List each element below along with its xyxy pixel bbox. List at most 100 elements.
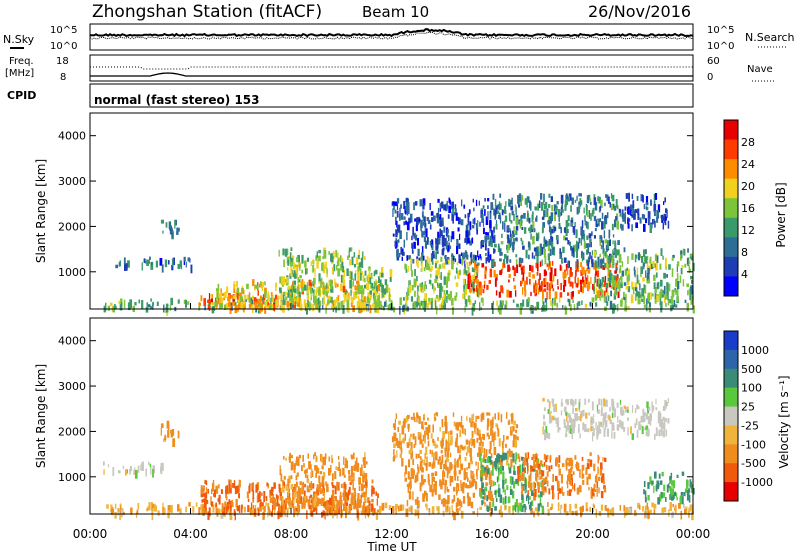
heatmap-cell <box>466 467 468 471</box>
heatmap-cell <box>459 429 462 438</box>
heatmap-cell <box>684 263 687 268</box>
heatmap-cell <box>496 210 500 215</box>
heatmap-cell <box>600 199 603 208</box>
heatmap-cell <box>289 252 292 260</box>
heatmap-cell <box>510 450 513 458</box>
heatmap-cell <box>300 497 303 504</box>
heatmap-cell <box>552 492 555 499</box>
heatmap-cell <box>198 507 201 515</box>
heatmap-cell <box>316 487 318 497</box>
heatmap-cell <box>531 214 533 223</box>
heatmap-cell <box>160 220 164 224</box>
heatmap-cell <box>202 498 206 503</box>
heatmap-cell <box>380 304 383 310</box>
heatmap-cell <box>660 248 663 256</box>
heatmap-cell <box>463 445 467 450</box>
heatmap-cell <box>425 261 429 270</box>
heatmap-cell <box>202 493 206 497</box>
heatmap-cell <box>426 303 429 310</box>
heatmap-cell <box>314 268 316 277</box>
heatmap-cell <box>273 505 275 510</box>
heatmap-cell <box>470 438 472 445</box>
heatmap-cell <box>149 463 151 468</box>
heatmap-cell <box>456 238 459 247</box>
heatmap-cell <box>141 262 143 271</box>
heatmap-cell <box>129 468 131 475</box>
heatmap-cell <box>436 216 440 224</box>
heatmap-cell <box>309 288 312 294</box>
heatmap-cell <box>504 220 506 225</box>
heatmap-cell <box>561 201 564 208</box>
heatmap-cell <box>645 249 647 255</box>
heatmap-cell <box>689 292 692 301</box>
heatmap-cell <box>585 259 589 264</box>
heatmap-cell <box>570 398 573 406</box>
heatmap-cell <box>499 465 502 475</box>
heatmap-cell <box>691 295 694 300</box>
heatmap-cell <box>435 251 437 260</box>
heatmap-cell <box>513 285 517 290</box>
heatmap-cell <box>585 279 587 284</box>
velocity-colorbar-label: Velocity [m s⁻¹] <box>777 375 791 468</box>
heatmap-cell <box>421 479 423 487</box>
heatmap-cell <box>298 495 301 504</box>
heatmap-cell <box>368 298 371 303</box>
heatmap-cell <box>134 467 136 474</box>
heatmap-cell <box>200 295 203 302</box>
heatmap-cell <box>422 434 425 442</box>
heatmap-cell <box>432 452 436 457</box>
heatmap-cell <box>511 490 515 499</box>
heatmap-cell <box>593 286 595 294</box>
heatmap-cell <box>645 206 648 210</box>
heatmap-cell <box>578 402 580 410</box>
heatmap-cell <box>305 268 308 274</box>
heatmap-cell <box>562 276 565 285</box>
heatmap-cell <box>536 459 538 468</box>
heatmap-cell <box>354 273 357 281</box>
heatmap-cell <box>216 300 219 307</box>
heatmap-cell <box>151 262 153 266</box>
heatmap-cell <box>563 419 566 424</box>
heatmap-cell <box>684 488 687 493</box>
heatmap-cell <box>614 270 617 274</box>
heatmap-cell <box>574 222 576 228</box>
heatmap-cell <box>627 306 630 310</box>
heatmap-cell <box>657 415 661 424</box>
heatmap-cell <box>407 471 410 480</box>
heatmap-cell <box>601 212 604 219</box>
heatmap-cell <box>350 292 352 300</box>
heatmap-cell <box>415 453 417 459</box>
heatmap-cell <box>325 481 327 485</box>
heatmap-cell <box>170 429 173 436</box>
heatmap-cell <box>448 242 450 252</box>
heatmap-cell <box>619 209 622 217</box>
heatmap-cell <box>607 196 610 204</box>
heatmap-cell <box>581 468 583 475</box>
heatmap-cell <box>496 454 499 464</box>
heatmap-cell <box>494 243 497 248</box>
heatmap-cell <box>332 286 334 293</box>
heatmap-cell <box>428 301 431 305</box>
heatmap-cell <box>567 413 571 418</box>
heatmap-cell <box>270 292 273 296</box>
heatmap-cell <box>408 450 411 455</box>
heatmap-cell <box>170 297 173 306</box>
heatmap-cell <box>532 454 535 460</box>
heatmap-cell <box>431 260 434 265</box>
heatmap-cell <box>492 258 495 267</box>
heatmap-cell <box>561 486 563 494</box>
heatmap-cell <box>218 494 221 499</box>
heatmap-cell <box>408 217 411 224</box>
heatmap-cell <box>572 399 574 406</box>
heatmap-cell <box>204 479 206 484</box>
heatmap-cell <box>167 505 171 513</box>
heatmap-cell <box>120 302 123 306</box>
heatmap-cell <box>316 293 318 297</box>
heatmap-cell <box>237 304 239 312</box>
heatmap-cell <box>570 272 573 277</box>
heatmap-cell <box>565 511 569 516</box>
nave-line <box>90 66 693 70</box>
heatmap-cell <box>523 504 525 508</box>
heatmap-cell <box>345 502 348 512</box>
